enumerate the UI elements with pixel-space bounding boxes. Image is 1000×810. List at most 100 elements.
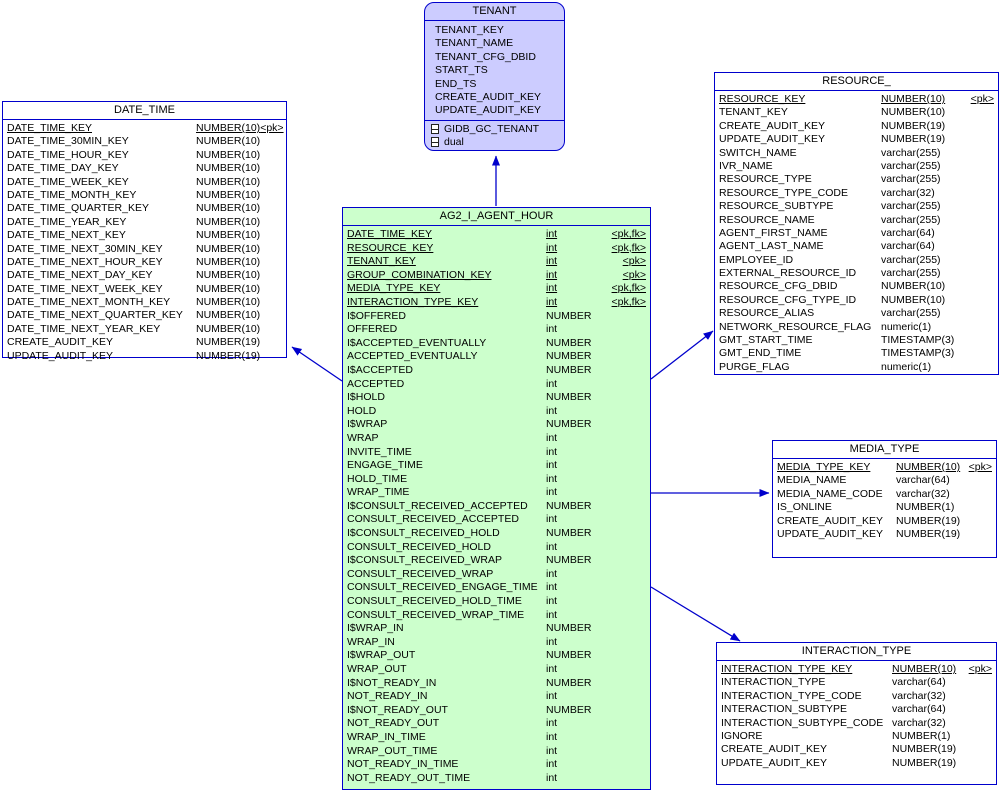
column-row: DATE_TIME_NEXT_YEAR_KEY NUMBER(10) xyxy=(3,323,286,336)
entity-tenant-columns: TENANT_KEY TENANT_NAME TENANT_CFG_DBID STAR… xyxy=(425,21,564,120)
entity-resource-title: RESOURCE_ xyxy=(715,73,998,91)
table-icon xyxy=(431,137,439,148)
column-key-indicator: <pk,fk> xyxy=(611,228,646,240)
column-row: RESOURCE_ALIAS varchar(255) xyxy=(715,307,998,320)
column-row: TENANT_KEY xyxy=(425,24,564,37)
column-type: NUMBER(19) xyxy=(892,756,957,769)
column-row: I$CONSULT_RECEIVED_WRAP NUMBER xyxy=(343,554,650,568)
column-name: INVITE_TIME xyxy=(347,445,412,458)
column-name: SWITCH_NAME xyxy=(719,146,797,159)
entity-tenant[interactable]: TENANT TENANT_KEY TENANT_NAME TENANT_CFG_D… xyxy=(424,2,565,151)
column-row: CONSULT_RECEIVED_ENGAGE_TIME int xyxy=(343,581,650,595)
column-name: CONSULT_RECEIVED_ACCEPTED xyxy=(347,513,519,526)
column-type: NUMBER(19) xyxy=(196,336,261,349)
column-type: varchar(64) xyxy=(881,240,935,253)
column-row: DATE_TIME_NEXT_WEEK_KEY NUMBER(10) xyxy=(3,283,286,296)
column-type: int xyxy=(546,635,558,648)
column-row: WRAP_OUT int xyxy=(343,663,650,677)
column-type: NUMBER(1) xyxy=(896,501,955,514)
relation-agent-hour-to-date-time[interactable] xyxy=(291,346,343,382)
relation-agent-hour-to-interaction-type[interactable] xyxy=(650,586,741,642)
column-type: varchar(64) xyxy=(892,703,946,716)
column-name: NOT_READY_OUT xyxy=(347,717,440,730)
column-row: WRAP int xyxy=(343,432,650,446)
column-type: NUMBER(10) xyxy=(196,229,261,242)
column-row: I$NOT_READY_OUT NUMBER xyxy=(343,704,650,718)
column-type: NUMBER(10) xyxy=(196,202,261,215)
entity-ag2-i-agent-hour[interactable]: AG2_I_AGENT_HOUR DATE_TIME_KEY int <pk,fk>… xyxy=(342,207,651,790)
column-row: RESOURCE_KEY int <pk,fk> xyxy=(343,242,650,256)
column-type: TIMESTAMP(3) xyxy=(881,334,955,347)
column-name: I$ACCEPTED xyxy=(347,363,413,376)
column-row: NOT_READY_IN_TIME int xyxy=(343,758,650,772)
column-row: OFFERED int xyxy=(343,323,650,337)
entity-media-type[interactable]: MEDIA_TYPE MEDIA_TYPE_KEY NUMBER(10) <pk> M… xyxy=(772,440,997,558)
entity-interaction-type[interactable]: INTERACTION_TYPE INTERACTION_TYPE_KEY NUM… xyxy=(716,642,997,785)
column-name: RESOURCE_CFG_DBID xyxy=(719,280,838,293)
column-key-indicator: <pk> xyxy=(968,461,992,473)
entity-resource[interactable]: RESOURCE_ RESOURCE_KEY NUMBER(10) <pk> TENA… xyxy=(714,72,999,375)
column-name: RESOURCE_NAME xyxy=(719,213,815,226)
column-name: I$WRAP_OUT xyxy=(347,649,416,662)
relation-agent-hour-to-resource[interactable] xyxy=(650,330,714,380)
column-type: int xyxy=(546,744,558,757)
column-row: INTERACTION_TYPE varchar(64) xyxy=(717,676,996,689)
column-type: int xyxy=(546,717,558,730)
column-type: int xyxy=(546,241,558,254)
column-type: int xyxy=(546,758,558,771)
column-row: INTERACTION_TYPE_CODE varchar(32) xyxy=(717,690,996,703)
column-type: int xyxy=(546,445,558,458)
column-type: NUMBER xyxy=(546,622,592,635)
entity-date-time-title: DATE_TIME xyxy=(3,102,286,120)
column-name: TENANT_CFG_DBID xyxy=(435,50,536,63)
column-name: ACCEPTED_EVENTUALLY xyxy=(347,350,478,363)
column-type: varchar(255) xyxy=(881,267,941,280)
entity-date-time[interactable]: DATE_TIME DATE_TIME_KEY NUMBER(10) <pk> DAT… xyxy=(2,101,287,362)
column-name: DATE_TIME_NEXT_QUARTER_KEY xyxy=(7,309,183,322)
column-name: I$NOT_READY_OUT xyxy=(347,703,448,716)
column-type: int xyxy=(546,282,558,295)
column-name: UPDATE_AUDIT_KEY xyxy=(777,527,883,540)
column-row: I$HOLD NUMBER xyxy=(343,391,650,405)
column-name: DATE_TIME_NEXT_DAY_KEY xyxy=(7,269,153,282)
column-name: CONSULT_RECEIVED_WRAP_TIME xyxy=(347,608,525,621)
column-type: varchar(255) xyxy=(881,213,941,226)
column-name: ENGAGE_TIME xyxy=(347,459,423,472)
column-type: varchar(255) xyxy=(881,200,941,213)
column-row: DATE_TIME_30MIN_KEY NUMBER(10) xyxy=(3,135,286,148)
column-row: INTERACTION_SUBTYPE varchar(64) xyxy=(717,703,996,716)
column-name: NETWORK_RESOURCE_FLAG xyxy=(719,320,872,333)
column-row: ENGAGE_TIME int xyxy=(343,459,650,473)
column-row: TENANT_KEY int <pk> xyxy=(343,255,650,269)
column-type: NUMBER(10) xyxy=(896,461,961,473)
column-name: START_TS xyxy=(435,64,488,77)
column-row: GMT_START_TIME TIMESTAMP(3) xyxy=(715,334,998,347)
column-type: NUMBER(10) xyxy=(196,296,261,309)
column-name: I$HOLD xyxy=(347,391,385,404)
column-row: CONSULT_RECEIVED_WRAP int xyxy=(343,568,650,582)
column-type: int xyxy=(546,595,558,608)
column-name: RESOURCE_ALIAS xyxy=(719,307,815,320)
column-type: varchar(32) xyxy=(881,186,935,199)
column-name: I$WRAP_IN xyxy=(347,622,404,635)
column-row: IGNORE NUMBER(1) xyxy=(717,730,996,743)
column-name: TENANT_KEY xyxy=(435,24,504,36)
column-type: NUMBER(10) xyxy=(196,122,261,134)
column-name: DATE_TIME_KEY xyxy=(347,228,432,240)
column-key-indicator: <pk,fk> xyxy=(611,295,646,308)
column-row: RESOURCE_KEY NUMBER(10) <pk> xyxy=(715,93,998,106)
column-name: INTERACTION_SUBTYPE_CODE xyxy=(721,716,884,729)
column-type: NUMBER(10) xyxy=(196,269,261,282)
column-type: NUMBER xyxy=(546,363,592,376)
column-row: CONSULT_RECEIVED_HOLD_TIME int xyxy=(343,595,650,609)
column-name: HOLD xyxy=(347,404,377,417)
column-type: NUMBER xyxy=(546,703,592,716)
column-row: I$WRAP_IN NUMBER xyxy=(343,622,650,636)
column-row: CREATE_AUDIT_KEY NUMBER(19) xyxy=(715,120,998,133)
entity-media-type-title: MEDIA_TYPE xyxy=(773,441,996,459)
column-key-indicator: <pk> xyxy=(622,255,646,268)
column-type: NUMBER(10) xyxy=(881,293,946,306)
column-type: int xyxy=(546,255,558,268)
column-type: NUMBER xyxy=(546,527,592,540)
